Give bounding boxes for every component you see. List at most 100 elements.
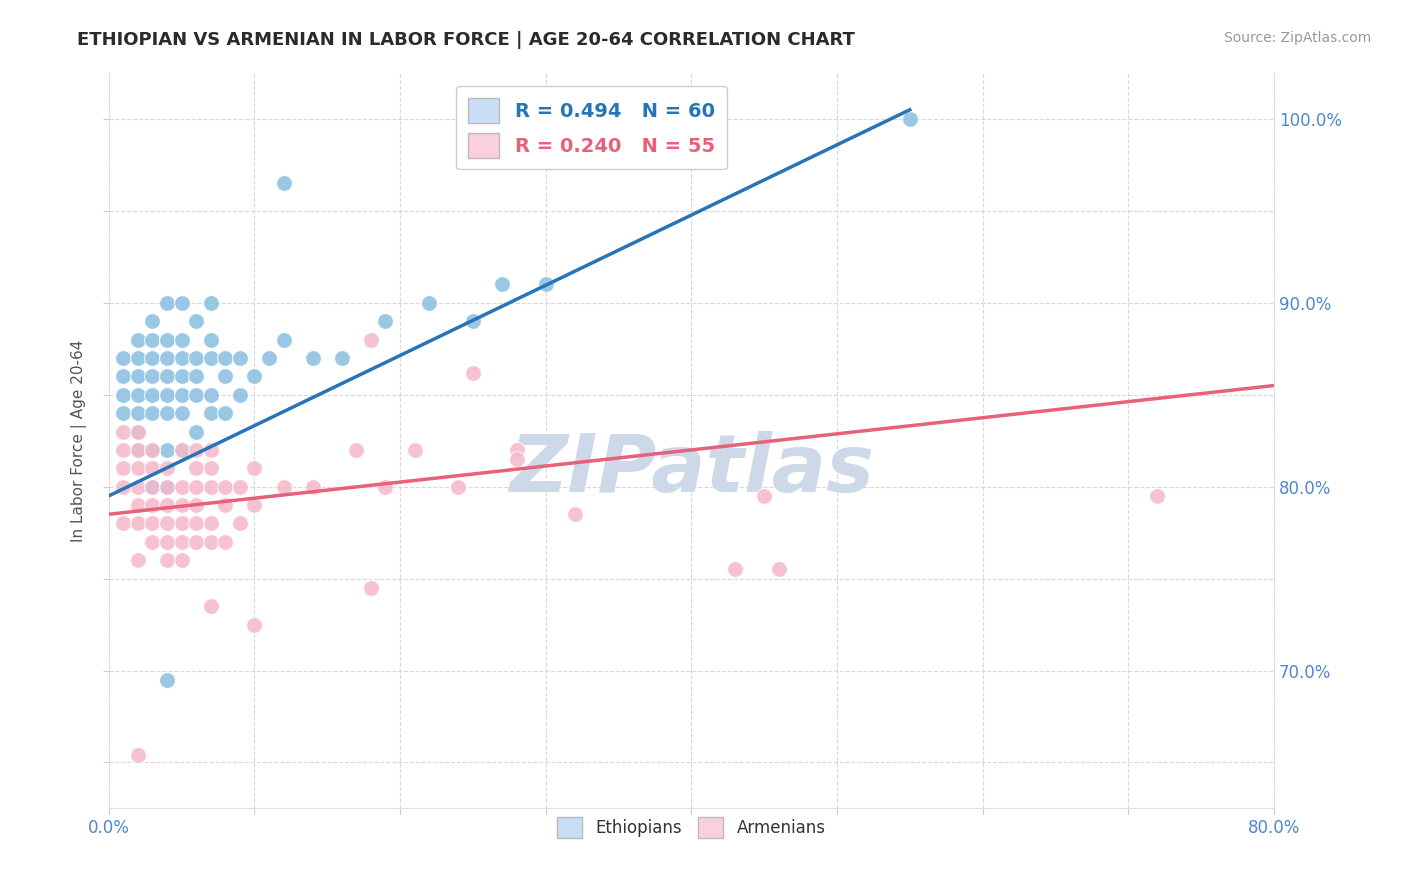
Point — [127, 442, 149, 457]
Point — [200, 442, 222, 457]
Point — [360, 333, 382, 347]
Point — [170, 516, 193, 531]
Point — [505, 452, 527, 467]
Point — [374, 480, 396, 494]
Point — [200, 406, 222, 420]
Point — [200, 480, 222, 494]
Point — [214, 534, 236, 549]
Point — [156, 553, 179, 567]
Point — [200, 599, 222, 614]
Point — [112, 369, 135, 384]
Point — [330, 351, 353, 365]
Point — [170, 442, 193, 457]
Point — [461, 314, 484, 328]
Point — [127, 516, 149, 531]
Text: Source: ZipAtlas.com: Source: ZipAtlas.com — [1223, 31, 1371, 45]
Point — [186, 498, 208, 512]
Point — [200, 388, 222, 402]
Point — [186, 461, 208, 475]
Point — [200, 295, 222, 310]
Point — [214, 406, 236, 420]
Text: ZIPatlas: ZIPatlas — [509, 431, 875, 509]
Point — [156, 369, 179, 384]
Point — [156, 333, 179, 347]
Text: ETHIOPIAN VS ARMENIAN IN LABOR FORCE | AGE 20-64 CORRELATION CHART: ETHIOPIAN VS ARMENIAN IN LABOR FORCE | A… — [77, 31, 855, 49]
Point — [461, 366, 484, 380]
Point — [112, 406, 135, 420]
Point — [127, 333, 149, 347]
Point — [200, 351, 222, 365]
Point — [243, 461, 266, 475]
Point — [170, 534, 193, 549]
Point — [170, 553, 193, 567]
Point — [127, 498, 149, 512]
Point — [127, 553, 149, 567]
Point — [112, 351, 135, 365]
Point — [186, 534, 208, 549]
Point — [447, 480, 470, 494]
Point — [156, 673, 179, 687]
Point — [170, 480, 193, 494]
Point — [156, 295, 179, 310]
Point — [898, 112, 921, 126]
Point — [200, 516, 222, 531]
Point — [156, 442, 179, 457]
Point — [127, 425, 149, 439]
Point — [534, 277, 557, 292]
Point — [127, 442, 149, 457]
Point — [754, 489, 776, 503]
Point — [505, 442, 527, 457]
Point — [127, 406, 149, 420]
Point — [141, 369, 163, 384]
Point — [301, 351, 323, 365]
Point — [156, 388, 179, 402]
Point — [141, 388, 163, 402]
Point — [186, 388, 208, 402]
Point — [112, 388, 135, 402]
Point — [170, 442, 193, 457]
Point — [768, 562, 790, 576]
Point — [1146, 489, 1168, 503]
Point — [214, 369, 236, 384]
Point — [141, 333, 163, 347]
Point — [344, 442, 367, 457]
Point — [491, 277, 513, 292]
Point — [186, 369, 208, 384]
Point — [127, 369, 149, 384]
Point — [200, 534, 222, 549]
Point — [170, 406, 193, 420]
Point — [170, 295, 193, 310]
Point — [156, 534, 179, 549]
Point — [156, 461, 179, 475]
Point — [141, 516, 163, 531]
Point — [243, 369, 266, 384]
Point — [112, 425, 135, 439]
Point — [112, 480, 135, 494]
Point — [141, 442, 163, 457]
Point — [141, 442, 163, 457]
Point — [229, 351, 252, 365]
Point — [229, 388, 252, 402]
Legend: Ethiopians, Armenians: Ethiopians, Armenians — [550, 811, 832, 844]
Point — [243, 617, 266, 632]
Point — [127, 388, 149, 402]
Point — [156, 351, 179, 365]
Point — [214, 498, 236, 512]
Point — [418, 295, 440, 310]
Point — [186, 442, 208, 457]
Point — [141, 351, 163, 365]
Point — [112, 461, 135, 475]
Point — [186, 516, 208, 531]
Point — [127, 748, 149, 763]
Point — [141, 498, 163, 512]
Point — [229, 480, 252, 494]
Y-axis label: In Labor Force | Age 20-64: In Labor Force | Age 20-64 — [72, 340, 87, 542]
Point — [360, 581, 382, 595]
Point — [170, 351, 193, 365]
Point — [724, 562, 747, 576]
Point — [257, 351, 280, 365]
Point — [273, 333, 295, 347]
Point — [141, 480, 163, 494]
Point — [156, 480, 179, 494]
Point — [170, 333, 193, 347]
